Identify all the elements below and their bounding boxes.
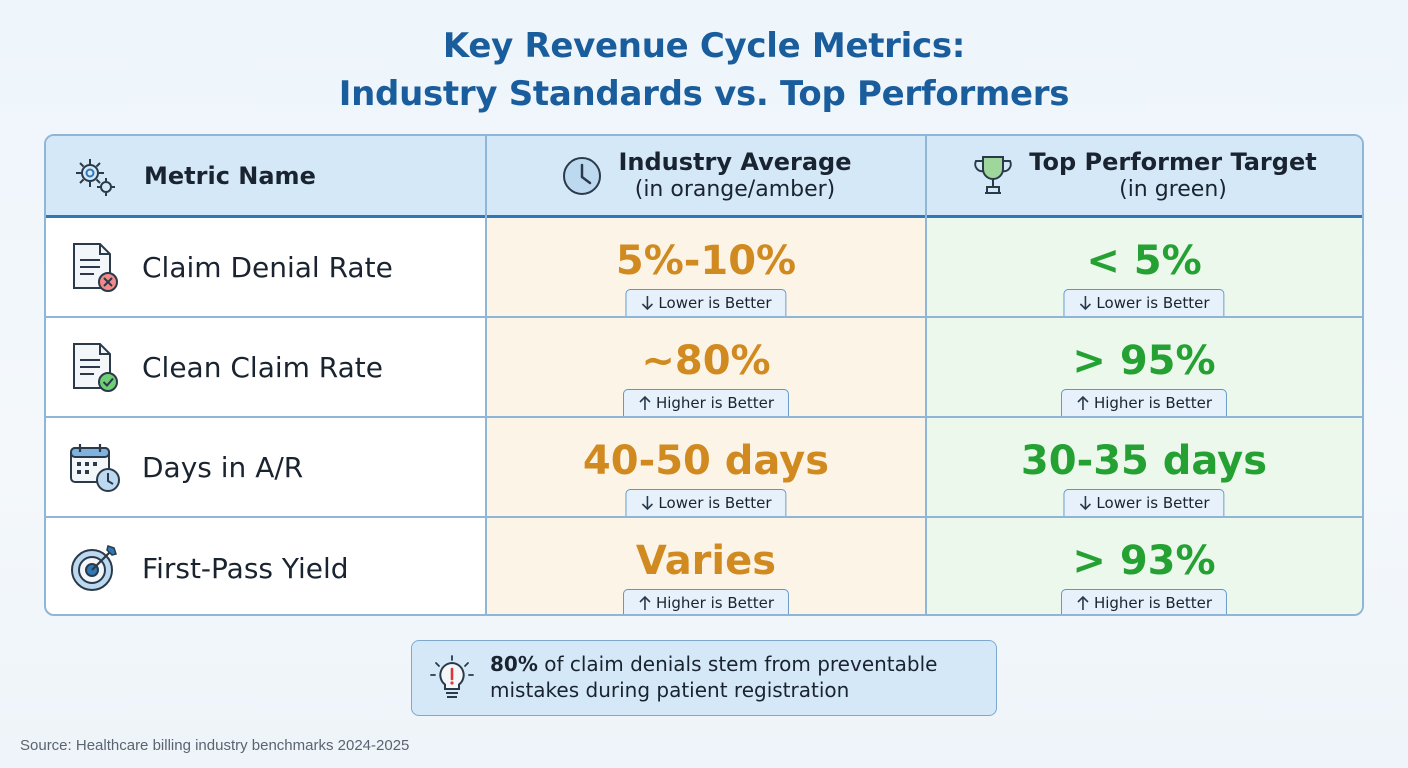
average-value: ~80% — [641, 338, 771, 384]
direction-text: Higher is Better — [1093, 394, 1213, 412]
title-line-2: Industry Standards vs. Top Performers — [338, 74, 1070, 114]
average-cell: 40-50 days Lower is Better — [486, 418, 926, 516]
average-cell: 5%-10% Lower is Better — [486, 218, 926, 316]
source-note: Source: Healthcare billing industry benc… — [20, 737, 410, 754]
metric-name: First-Pass Yield — [142, 551, 349, 585]
arrow-down-icon — [641, 296, 653, 311]
average-cell: Varies Higher is Better — [486, 518, 926, 614]
header-metric: Metric Name — [72, 136, 316, 215]
direction-badge: Higher is Better — [622, 389, 790, 416]
header-top-label: Top Performer Target — [1029, 147, 1317, 176]
title-line-1: Key Revenue Cycle Metrics: — [442, 26, 966, 66]
callout-body: of claim denials stem from preventable m… — [490, 652, 938, 702]
average-value: 40-50 days — [582, 438, 830, 484]
column-divider — [925, 136, 927, 614]
page-title: Key Revenue Cycle Metrics: Industry Stan… — [0, 22, 1408, 118]
direction-badge: Lower is Better — [625, 289, 787, 316]
direction-badge: Higher is Better — [1060, 589, 1228, 614]
average-value: Varies — [635, 538, 777, 584]
arrow-down-icon — [1079, 496, 1091, 511]
arrow-up-icon — [639, 595, 651, 610]
table-row: Clean Claim Rate ~80% Higher is Better >… — [46, 318, 1362, 418]
lightbulb-alert-icon — [430, 655, 474, 698]
header-average-label: Industry Average — [618, 147, 852, 176]
direction-text: Lower is Better — [1096, 494, 1210, 512]
arrow-up-icon — [639, 395, 651, 410]
metrics-table: Metric Name Industry Average (in orange/… — [44, 134, 1364, 616]
direction-badge: Higher is Better — [622, 589, 790, 614]
top-value: 30-35 days — [1020, 438, 1268, 484]
direction-text: Lower is Better — [658, 294, 772, 312]
arrow-up-icon — [1077, 595, 1089, 610]
direction-text: Lower is Better — [1096, 294, 1210, 312]
direction-text: Lower is Better — [658, 494, 772, 512]
header-average: Industry Average (in orange/amber) — [486, 136, 926, 215]
trophy-icon — [974, 155, 1013, 194]
top-value: < 5% — [1086, 238, 1202, 284]
top-cell: > 95% Higher is Better — [926, 318, 1362, 416]
header-top: Top Performer Target (in green) — [926, 136, 1362, 215]
document-x-icon — [73, 243, 118, 292]
target-icon — [71, 545, 117, 591]
direction-badge: Lower is Better — [1063, 489, 1225, 516]
top-cell: > 93% Higher is Better — [926, 518, 1362, 614]
direction-badge: Lower is Better — [625, 489, 787, 516]
callout-emphasis: 80% — [490, 652, 538, 676]
table-body: Claim Denial Rate 5%-10% Lower is Better… — [46, 218, 1362, 614]
header-metric-label: Metric Name — [144, 161, 316, 190]
header-average-sub: (in orange/amber) — [634, 176, 836, 202]
metric-name: Claim Denial Rate — [142, 250, 393, 284]
top-value: > 93% — [1072, 538, 1216, 584]
calendar-clock-icon — [70, 444, 120, 492]
average-value: 5%-10% — [615, 238, 797, 284]
metric-name: Clean Claim Rate — [142, 350, 384, 384]
direction-badge: Lower is Better — [1063, 289, 1225, 316]
header-top-sub: (in green) — [1119, 176, 1227, 202]
top-cell: 30-35 days Lower is Better — [926, 418, 1362, 516]
callout-text: 80% of claim denials stem from preventab… — [490, 651, 980, 703]
column-divider — [485, 136, 487, 614]
arrow-down-icon — [641, 496, 653, 511]
table-row: Days in A/R 40-50 days Lower is Better 3… — [46, 418, 1362, 518]
top-value: > 95% — [1072, 338, 1216, 384]
table-row: Claim Denial Rate 5%-10% Lower is Better… — [46, 218, 1362, 318]
arrow-down-icon — [1079, 296, 1091, 311]
table-row: First-Pass Yield Varies Higher is Better… — [46, 518, 1362, 614]
top-cell: < 5% Lower is Better — [926, 218, 1362, 316]
clock-icon — [563, 156, 602, 195]
gears-icon — [76, 158, 115, 196]
direction-text: Higher is Better — [655, 594, 775, 612]
document-check-icon — [73, 343, 118, 392]
insight-callout: 80% of claim denials stem from preventab… — [411, 640, 997, 716]
table-header: Metric Name Industry Average (in orange/… — [46, 136, 1362, 218]
metric-name: Days in A/R — [142, 450, 304, 484]
average-cell: ~80% Higher is Better — [486, 318, 926, 416]
arrow-up-icon — [1077, 395, 1089, 410]
direction-text: Higher is Better — [1093, 594, 1213, 612]
direction-text: Higher is Better — [655, 394, 775, 412]
direction-badge: Higher is Better — [1060, 389, 1228, 416]
